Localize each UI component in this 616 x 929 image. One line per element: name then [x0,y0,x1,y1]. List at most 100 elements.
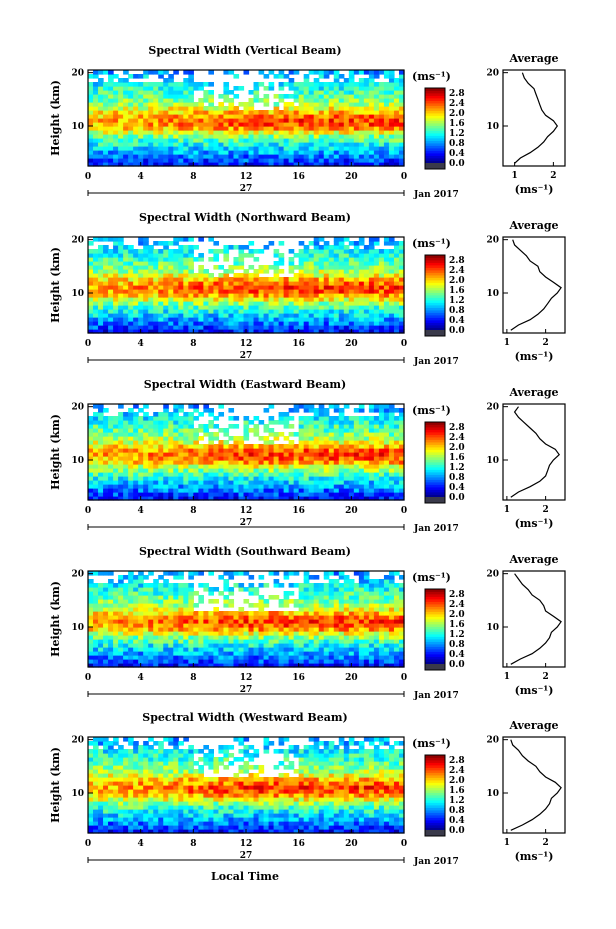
y-tick-label: 10 [71,789,84,799]
colorbar-tick: 1.2 [449,129,465,139]
average-title: Average [508,553,558,566]
average-profile-line [510,239,562,331]
colorbar-tick: 0.0 [449,660,465,670]
colorbar-unit: (ms⁻¹) [412,237,451,250]
colorbar-tick: 0.8 [449,306,465,316]
average-profile-line [514,72,559,164]
average-profile-line [510,573,562,665]
x-tick-label: 16 [292,172,305,182]
colorbar-tick: 0.4 [449,483,465,493]
x-tick-label: 12 [240,339,253,349]
x-tick-label: 20 [345,673,358,683]
panel-4: Spectral Width (Westward Beam)2010Height… [49,711,566,867]
x-tick-label: 20 [345,339,358,349]
colorbar [424,254,446,337]
colorbar-tick: 0.0 [449,493,465,503]
y-tick-label: 20 [71,570,84,580]
date-label: 27 [240,685,253,695]
x-tick-label: 0 [401,839,407,849]
y-axis-label: Height (km) [49,581,62,657]
average-title: Average [508,719,558,732]
colorbar-tick: 0.0 [449,159,465,169]
colorbar-unit: (ms⁻¹) [412,571,451,584]
colorbar-tick: 1.2 [449,296,465,306]
average-y-tick: 10 [486,623,499,633]
colorbar-tick: 1.6 [449,453,465,463]
average-frame [502,736,566,834]
x-tick-label: 0 [401,506,407,516]
x-axis-label: Local Time [211,870,279,883]
x-tick-label: 4 [138,673,144,683]
colorbar-tick: 2.4 [449,99,465,109]
average-unit: (ms⁻¹) [515,350,554,363]
x-tick-label: 16 [292,839,305,849]
x-tick-label: 20 [345,172,358,182]
y-tick-label: 20 [71,236,84,246]
colorbar-tick: 2.0 [449,776,465,786]
x-tick-label: 4 [138,506,144,516]
y-tick-label: 20 [71,69,84,79]
x-tick-label: 8 [190,839,196,849]
colorbar-tick: 0.8 [449,473,465,483]
x-tick-label: 20 [345,839,358,849]
colorbar-tick: 2.8 [449,89,465,99]
colorbar-tick: 0.4 [449,316,465,326]
colorbar-tick: 2.0 [449,109,465,119]
y-tick-label: 10 [71,122,84,132]
heatmap-cells [88,404,405,501]
colorbar [424,754,446,837]
month-year-label: Jan 2017 [413,190,459,200]
x-tick-label: 0 [85,172,91,182]
average-x-tick: 2 [542,338,548,348]
month-year-label: Jan 2017 [413,357,459,367]
colorbar-tick: 0.8 [449,806,465,816]
colorbar-tick: 1.6 [449,620,465,630]
average-profile-line [510,739,562,831]
x-tick-label: 8 [190,506,196,516]
y-axis-label: Height (km) [49,747,62,823]
x-tick-label: 16 [292,673,305,683]
heatmap-cells [88,70,405,167]
x-tick-label: 16 [292,339,305,349]
colorbar-tick: 2.4 [449,600,465,610]
colorbar-tick: 2.4 [449,766,465,776]
colorbar-tick: 1.2 [449,796,465,806]
average-unit: (ms⁻¹) [515,684,554,697]
average-x-tick: 2 [550,171,556,181]
date-label: 27 [240,184,253,194]
average-y-tick: 10 [486,789,499,799]
heatmap-cells [88,571,405,668]
panel-3: Spectral Width (Southward Beam)2010Heigh… [49,545,566,701]
x-tick-label: 12 [240,839,253,849]
panel-title: Spectral Width (Eastward Beam) [144,378,346,391]
colorbar-tick: 1.6 [449,786,465,796]
average-title: Average [508,386,558,399]
colorbar-tick: 0.8 [449,139,465,149]
average-x-tick: 1 [504,838,510,848]
average-title: Average [508,52,558,65]
average-y-tick: 20 [486,736,499,746]
colorbar [424,588,446,671]
heatmap-cells [88,237,405,334]
x-tick-label: 8 [190,673,196,683]
x-tick-label: 12 [240,506,253,516]
panel-1: Spectral Width (Northward Beam)2010Heigh… [49,211,566,367]
colorbar-tick: 1.2 [449,630,465,640]
average-unit: (ms⁻¹) [515,183,554,196]
colorbar-tick: 2.0 [449,443,465,453]
y-tick-label: 20 [71,736,84,746]
colorbar-tick: 2.8 [449,423,465,433]
average-y-tick: 20 [486,403,499,413]
colorbar-unit: (ms⁻¹) [412,404,451,417]
y-tick-label: 10 [71,456,84,466]
colorbar-tick: 0.8 [449,640,465,650]
month-year-label: Jan 2017 [413,857,459,867]
y-axis-label: Height (km) [49,80,62,156]
month-year-label: Jan 2017 [413,691,459,701]
x-tick-label: 0 [85,839,91,849]
panel-title: Spectral Width (Vertical Beam) [148,44,341,57]
average-x-tick: 2 [542,838,548,848]
x-tick-label: 4 [138,339,144,349]
average-x-tick: 1 [504,338,510,348]
